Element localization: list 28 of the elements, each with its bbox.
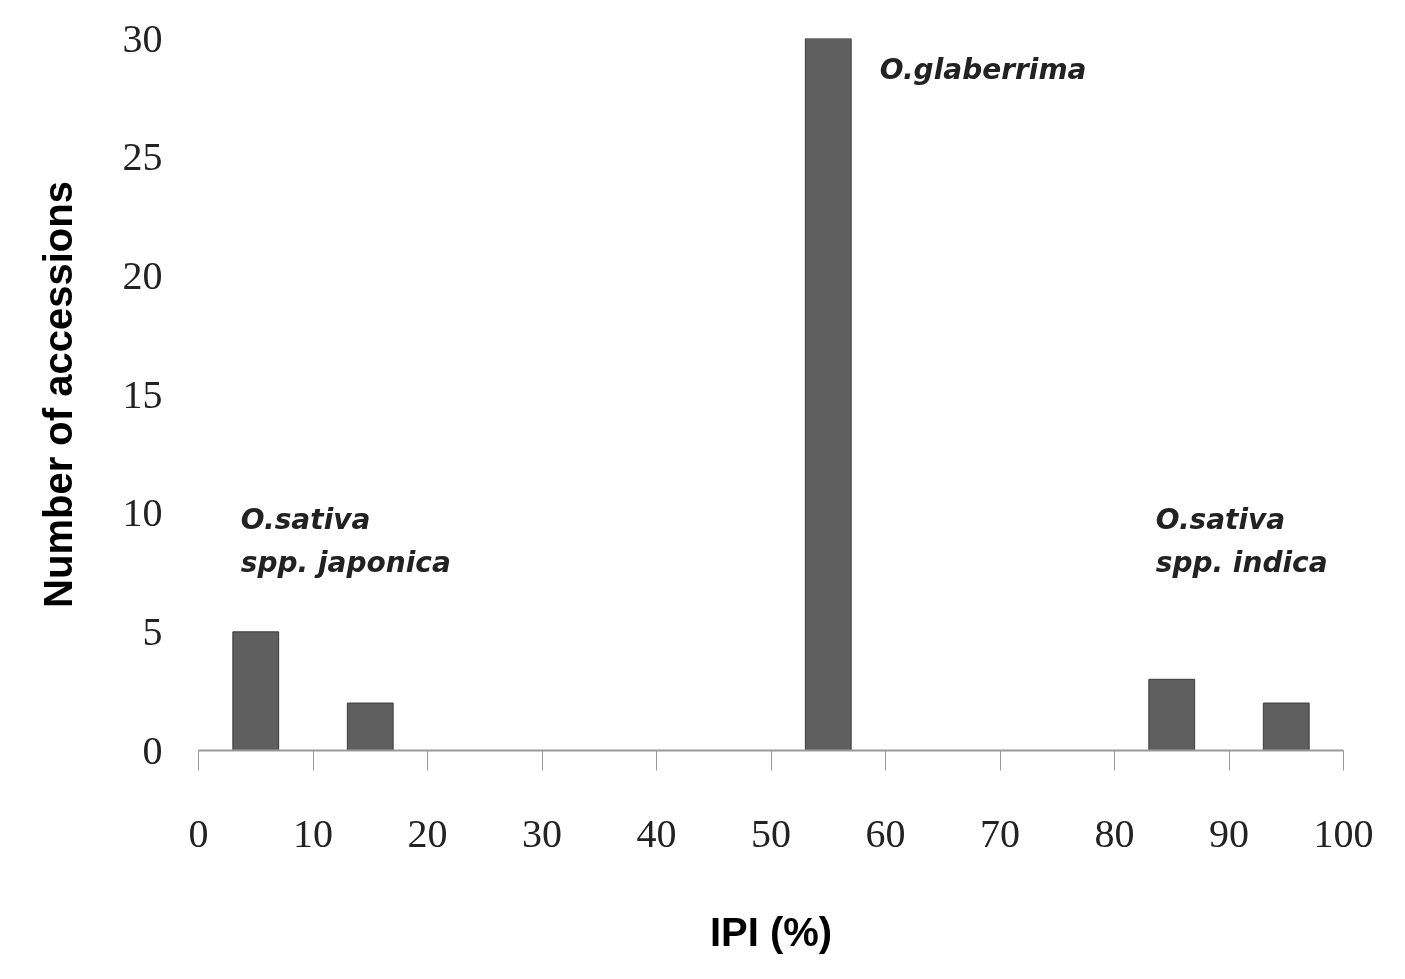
y-tick-label: 25 <box>122 134 163 180</box>
y-tick-label: 10 <box>122 490 163 536</box>
x-tick-label: 10 <box>293 810 333 856</box>
x-tick-label: 30 <box>522 810 562 856</box>
x-axis-title: IPI (%) <box>709 909 833 954</box>
y-tick-label: 15 <box>122 371 163 417</box>
bar <box>1148 678 1196 751</box>
y-tick-label: 5 <box>142 608 163 654</box>
bar <box>232 631 280 751</box>
x-tick-label: 60 <box>865 810 906 856</box>
bar <box>346 702 394 751</box>
x-tick-label: 40 <box>636 810 677 856</box>
x-tick-label: 90 <box>1209 810 1249 856</box>
bar <box>804 38 852 751</box>
x-tick-label: 80 <box>1094 810 1135 856</box>
annotation: O.sativa spp. japonica <box>240 503 451 580</box>
annotation: O.sativa spp. indica <box>1155 503 1328 580</box>
x-tick-label: 20 <box>407 810 448 856</box>
x-tick-label: 0 <box>188 810 209 856</box>
x-tick-label: 50 <box>751 810 791 856</box>
x-tick-label: 70 <box>980 810 1020 856</box>
y-tick-label: 30 <box>122 15 163 61</box>
bar <box>1262 702 1310 751</box>
annotation: O.glaberrima <box>879 52 1087 86</box>
y-tick-label: 20 <box>122 252 163 298</box>
x-tick-label: 100 <box>1313 810 1374 856</box>
y-tick-label: 0 <box>142 727 163 773</box>
y-axis-title: Number of accessions <box>35 181 80 608</box>
